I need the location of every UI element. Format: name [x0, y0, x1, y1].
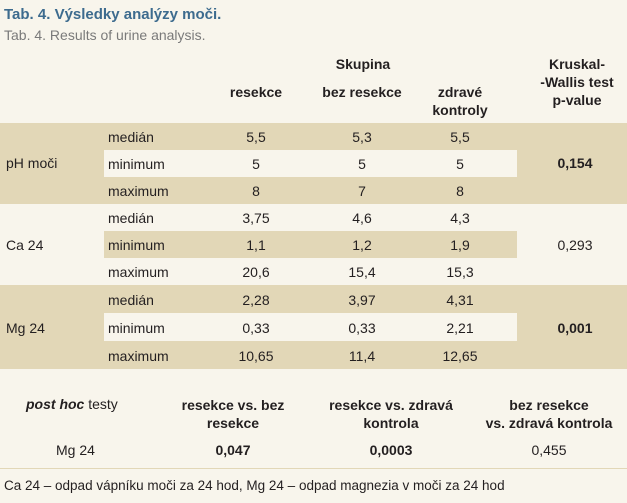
- posthoc-header-1: resekce vs. bez resekce: [181, 397, 285, 431]
- cell-value: 1,1: [246, 237, 266, 253]
- posthoc-row-label: Mg 24: [56, 442, 95, 458]
- col-header-zdrave: zdravé kontroly: [432, 84, 488, 118]
- cell-value: 2,21: [446, 320, 474, 336]
- stat-label: minimum: [108, 320, 165, 336]
- row-highlight-ph-minimum: [104, 150, 517, 177]
- posthoc-label: post hoc testy: [26, 396, 118, 412]
- cell-value: 3,75: [242, 210, 270, 226]
- cell-value: 3,97: [348, 292, 376, 308]
- cell-value: 5: [358, 156, 366, 172]
- posthoc-value-2: 0,0003: [369, 442, 413, 458]
- cell-value: 0,33: [348, 320, 376, 336]
- row-highlight-ca-median: [104, 204, 517, 231]
- cell-value: 15,3: [446, 264, 474, 280]
- group-label-mg: Mg 24: [6, 320, 45, 336]
- cell-value: 4,31: [446, 292, 474, 308]
- group-label-ph: pH moči: [6, 155, 58, 171]
- stat-label: minimum: [108, 156, 165, 172]
- stat-label: medián: [108, 210, 154, 226]
- posthoc-header-2: resekce vs. zdravá kontrola: [329, 397, 453, 431]
- posthoc-header-3: bez resekce vs. zdravá kontrola: [485, 397, 613, 431]
- cell-value: 8: [456, 183, 464, 199]
- stat-label: medián: [108, 292, 154, 308]
- row-band-ca-minimum: [104, 231, 517, 258]
- col-header-kruskal-wallis: Kruskal- -Wallis test p-value: [540, 56, 614, 108]
- table-subtitle: Tab. 4. Results of urine analysis.: [4, 27, 206, 43]
- cell-value: 0,33: [242, 320, 270, 336]
- cell-value: 11,4: [348, 348, 376, 364]
- cell-value: 20,6: [242, 264, 270, 280]
- cell-value: 1,2: [352, 237, 372, 253]
- stat-label: medián: [108, 129, 154, 145]
- stat-label: maximum: [108, 264, 169, 280]
- cell-value: 7: [358, 183, 366, 199]
- cell-value: 5,5: [450, 129, 470, 145]
- posthoc-value-3: 0,455: [531, 442, 567, 458]
- cell-value: 4,6: [352, 210, 372, 226]
- stat-label: maximum: [108, 348, 169, 364]
- col-header-resekce: resekce: [229, 84, 283, 100]
- group-header: Skupina: [335, 56, 391, 72]
- cell-value: 1,9: [450, 237, 470, 253]
- cell-value: 12,65: [442, 348, 478, 364]
- col-header-bez-resekce: bez resekce: [322, 84, 402, 100]
- p-value-ca: 0,293: [557, 237, 593, 253]
- cell-value: 5,5: [246, 129, 266, 145]
- row-highlight-ca-maximum: [104, 258, 517, 285]
- p-value-ph: 0,154: [557, 155, 593, 171]
- cell-value: 5: [252, 156, 260, 172]
- row-highlight-mg-minimum: [104, 313, 517, 341]
- stat-label: maximum: [108, 183, 169, 199]
- cell-value: 5,3: [352, 129, 372, 145]
- p-value-mg: 0,001: [557, 320, 593, 336]
- posthoc-value-1: 0,047: [215, 442, 251, 458]
- cell-value: 4,3: [450, 210, 470, 226]
- cell-value: 2,28: [242, 292, 270, 308]
- cell-value: 15,4: [348, 264, 376, 280]
- footnote: Ca 24 – odpad vápníku moči za 24 hod, Mg…: [4, 478, 505, 493]
- cell-value: 10,65: [238, 348, 274, 364]
- group-label-ca: Ca 24: [6, 237, 44, 253]
- divider: [0, 468, 627, 469]
- cell-value: 5: [456, 156, 464, 172]
- cell-value: 8: [252, 183, 260, 199]
- table-title: Tab. 4. Výsledky analýzy moči.: [4, 6, 222, 23]
- stat-label: minimum: [108, 237, 165, 253]
